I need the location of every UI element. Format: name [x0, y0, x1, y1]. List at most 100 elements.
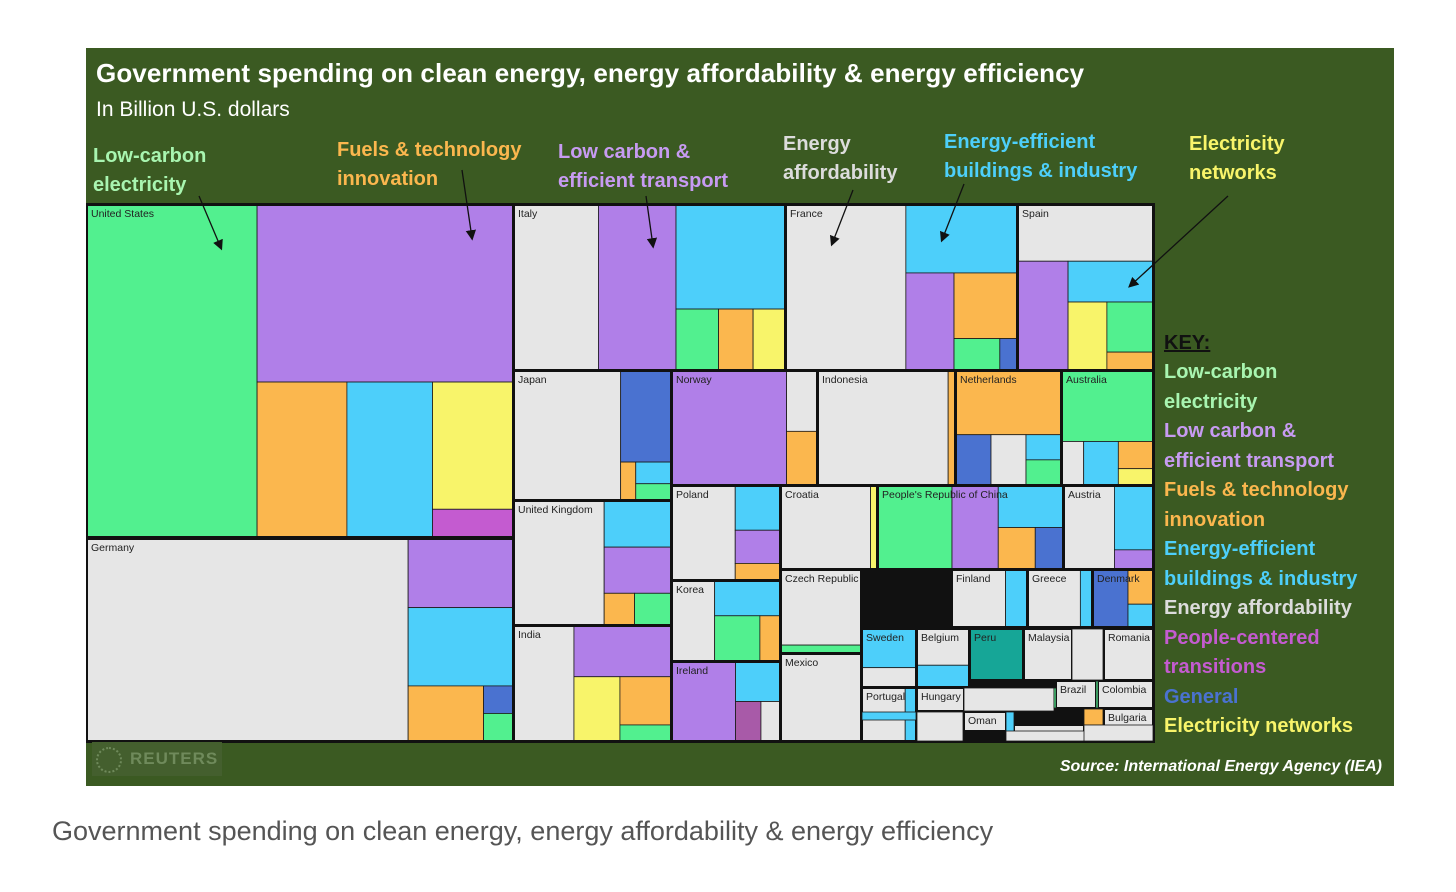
country-label: Bulgaria: [1108, 712, 1147, 724]
treemap-segment-buildings: [346, 381, 433, 538]
treemap-segment-transport: [256, 204, 514, 383]
treemap-segment-transport: [1114, 549, 1154, 570]
country-label: Colombia: [1102, 684, 1147, 696]
key-item: People-centered transitions: [1164, 626, 1320, 679]
treemap-segment-low_carbon: [86, 204, 258, 538]
annotation-arrow: [461, 169, 477, 241]
treemap-segment-affordability: [916, 628, 970, 666]
treemap-segment-low_carbon: [714, 615, 761, 662]
country-label: Croatia: [785, 489, 819, 501]
country-label: Japan: [518, 374, 547, 386]
reuters-logo-icon: [96, 746, 122, 773]
treemap-segment-low_carbon: [675, 308, 719, 371]
country-label: Netherlands: [960, 374, 1017, 386]
treemap-segment-buildings: [1005, 569, 1028, 628]
country-label: Greece: [1032, 573, 1067, 585]
treemap-segment-buildings: [714, 580, 781, 617]
treemap-segment-general: [955, 434, 992, 486]
country-label: Romania: [1108, 632, 1150, 644]
country-label: Norway: [676, 374, 712, 386]
key-item: General: [1164, 685, 1239, 708]
country-label: United States: [91, 208, 154, 220]
source-note: Source: International Energy Agency (IEA…: [1059, 758, 1382, 775]
annotation-arrow: [645, 195, 658, 249]
key-item: Electricity networks: [1164, 715, 1353, 737]
treemap-segment-buildings: [407, 607, 514, 687]
treemap-segment-general: [620, 370, 672, 463]
treemap-segment-fuels: [620, 461, 637, 501]
country-label: Czech Republic: [785, 573, 859, 585]
treemap-segment-buildings: [1079, 569, 1093, 628]
category-label-networks: Electricity networks: [1189, 133, 1285, 184]
key-title: KEY:: [1164, 332, 1211, 354]
treemap-segment-buildings: [603, 500, 672, 548]
country-label: Australia: [1066, 374, 1107, 386]
treemap-segment-fuels: [407, 685, 484, 742]
treemap-segment-low_carbon: [953, 338, 1001, 371]
country-label: Korea: [676, 584, 704, 596]
country-label: Portugal: [866, 691, 905, 703]
treemap-segment-buildings: [735, 661, 781, 702]
treemap-segment-transport: [671, 370, 787, 486]
key-legend: Low-carbon electricity Low carbon & effic…: [1164, 358, 1394, 742]
treemap-segment-low_carbon: [634, 592, 672, 626]
treemap-segment-affordability: [1055, 680, 1097, 709]
key-item: Fuels & technology innovation: [1164, 479, 1349, 531]
treemap-segment-buildings: [635, 461, 672, 485]
treemap-segment-buildings: [905, 204, 1018, 274]
treemap-segment-fuels: [1106, 351, 1154, 371]
treemap-filler: [963, 687, 1055, 712]
treemap-segment-dark_magenta: [735, 701, 762, 742]
treemap-filler: [1071, 628, 1104, 681]
treemap-segment-fuels: [955, 370, 1062, 436]
treemap-segment-low_carbon: [1025, 459, 1062, 486]
treemap-segment-transport: [573, 625, 672, 678]
treemap-segment-buildings: [1067, 260, 1154, 303]
chart-subtitle: In Billion U.S. dollars: [96, 98, 290, 121]
treemap-segment-buildings: [1083, 441, 1119, 486]
category-label-low-carbon: Low-carbon electricity: [93, 145, 207, 196]
treemap-segment-buildings: [861, 628, 917, 669]
country-label: United Kingdom: [518, 504, 593, 516]
treemap-segment-fuels: [953, 272, 1018, 339]
chart-panel: Government spending on clean energy, ene…: [86, 48, 1394, 786]
treemap-segment-networks: [752, 308, 786, 371]
treemap-filler: [916, 711, 964, 742]
treemap-filler: [1083, 708, 1104, 726]
treemap-segment-low_carbon: [635, 483, 672, 501]
treemap-filler: [861, 711, 917, 721]
annotation-arrow: [940, 183, 965, 243]
country-label: France: [790, 208, 823, 220]
treemap-segment-affordability: [951, 569, 1006, 628]
treemap-segment-networks: [1067, 301, 1108, 371]
treemap-segment-buildings: [1127, 603, 1154, 628]
treemap-segment-fuels: [619, 676, 672, 726]
country-label: Hungary: [921, 691, 961, 703]
category-label-transport: Low carbon & efficient transport: [558, 141, 729, 192]
treemap-segment-low_carbon: [619, 724, 672, 742]
treemap-segment-buildings: [997, 485, 1064, 528]
treemap-segment-teal: [969, 628, 1024, 681]
treemap-segment-low_carbon: [877, 485, 953, 570]
treemap-segment-affordability: [786, 370, 818, 432]
treemap-segment-fuels: [997, 527, 1036, 570]
key-item: Low-carbon electricity: [1164, 361, 1278, 413]
treemap-segment-low_carbon: [483, 713, 514, 742]
treemap-segment-affordability: [817, 370, 949, 486]
country-label: People's Republic of China: [882, 489, 1008, 501]
treemap-segment-affordability: [513, 500, 605, 626]
treemap-segment-transport: [905, 272, 955, 371]
country-label: Austria: [1068, 489, 1101, 501]
treemap-segment-buildings: [1114, 485, 1154, 551]
treemap-segment-fuels: [786, 430, 818, 486]
treemap-segment-transport: [671, 661, 736, 742]
treemap-segment-fuels: [734, 563, 781, 581]
category-label-buildings: Energy-efficient buildings & industry: [944, 131, 1138, 182]
treemap-segment-buildings: [675, 204, 786, 310]
treemap-segment-buildings: [916, 664, 970, 688]
treemap-filler: [1083, 724, 1154, 742]
treemap-segment-affordability: [671, 580, 716, 662]
treemap-segment-transport: [734, 529, 781, 564]
treemap-segment-affordability: [513, 370, 622, 501]
key-item: Energy affordability: [1164, 597, 1352, 619]
